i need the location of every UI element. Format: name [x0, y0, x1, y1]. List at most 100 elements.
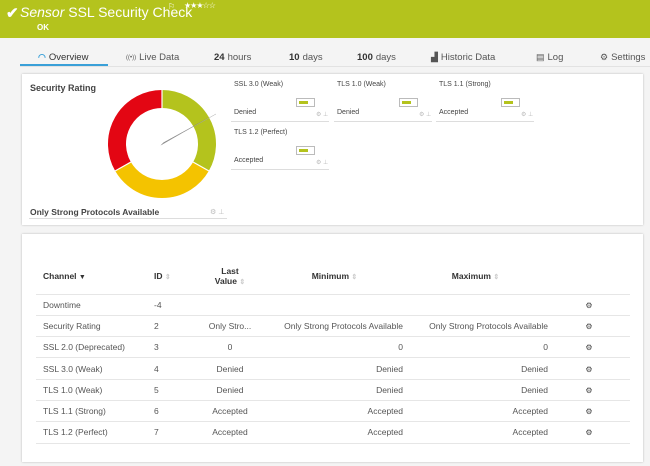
column-header-last-value[interactable]: Last Value ⇕ — [194, 258, 266, 295]
channel-settings-icon[interactable]: ⚙ — [585, 300, 593, 310]
gear-icon: ⚙ — [600, 52, 609, 62]
cell-minimum: Accepted — [266, 400, 403, 423]
tab-24-hours[interactable]: 24 hours — [214, 52, 251, 63]
tab-bar: ◠ Overview ((•)) Live Data 24 hours 10 d… — [0, 48, 650, 68]
channel-settings-icon[interactable]: ⚙ — [585, 407, 593, 417]
toggle-indicator — [399, 98, 418, 107]
card-settings-icons[interactable]: ⚙ ⊥ — [210, 209, 225, 216]
table-row[interactable]: Downtime -4 ⚙ — [36, 294, 630, 316]
channel-card-ssl30[interactable]: SSL 3.0 (Weak) Denied ⚙ ⊥ — [231, 81, 329, 123]
tab-number: 100 — [357, 52, 373, 63]
check-icon: ✔ — [6, 5, 19, 22]
cell-id: 7 — [154, 421, 194, 444]
cell-channel[interactable]: SSL 2.0 (Deprecated) — [36, 336, 154, 359]
tabs-divider — [20, 66, 650, 67]
tab-label: Historic Data — [440, 52, 496, 63]
channel-card-tls11[interactable]: TLS 1.1 (Strong) Accepted ⚙ ⊥ — [436, 81, 534, 123]
channel-card-tls10[interactable]: TLS 1.0 (Weak) Denied ⚙ ⊥ — [334, 81, 432, 123]
card-settings-icons[interactable]: ⚙ ⊥ — [316, 160, 329, 166]
cell-minimum: 0 — [266, 336, 403, 359]
cell-minimum — [266, 294, 403, 316]
sort-icon: ⇕ — [164, 273, 171, 281]
tab-100-days[interactable]: 100 days — [357, 52, 396, 63]
sensor-header: ✔ Sensor SSL Security Check ⚐ ★★★☆☆ OK — [0, 0, 650, 38]
tab-label: Live Data — [139, 52, 180, 63]
priority-stars[interactable]: ★★★☆☆ — [184, 1, 216, 10]
chart-icon: ▟ — [431, 52, 438, 62]
channel-label: TLS 1.1 (Strong) — [439, 81, 491, 88]
card-settings-icons[interactable]: ⚙ ⊥ — [316, 112, 329, 118]
cell-last-value — [194, 294, 266, 316]
channel-label: SSL 3.0 (Weak) — [234, 81, 284, 88]
cell-channel[interactable]: SSL 3.0 (Weak) — [36, 357, 154, 380]
column-header-maximum[interactable]: Maximum ⇕ — [403, 258, 548, 295]
cell-maximum: Denied — [403, 379, 548, 401]
cell-last-value: 0 — [194, 336, 266, 359]
channel-settings-icon[interactable]: ⚙ — [585, 385, 593, 395]
log-icon: ▤ — [536, 52, 545, 62]
channel-card-tls12[interactable]: TLS 1.2 (Perfect) Accepted ⚙ ⊥ — [231, 129, 329, 171]
table-row[interactable]: SSL 2.0 (Deprecated) 3 0 0 0 ⚙ — [36, 336, 630, 359]
channel-label: TLS 1.0 (Weak) — [337, 81, 386, 88]
column-header-channel[interactable]: Channel ▼ — [36, 258, 154, 295]
channel-value: Accepted — [439, 109, 469, 116]
table-row[interactable]: TLS 1.0 (Weak) 5 Denied Denied Denied ⚙ — [36, 379, 630, 401]
column-header-id[interactable]: ID ⇕ — [154, 258, 194, 295]
tab-label: Log — [547, 52, 564, 63]
toggle-indicator — [296, 146, 315, 155]
cell-maximum — [403, 294, 548, 316]
cell-channel[interactable]: TLS 1.1 (Strong) — [36, 400, 154, 423]
tab-live-data[interactable]: ((•)) Live Data — [126, 52, 179, 63]
tab-settings[interactable]: ⚙ Settings — [600, 52, 645, 63]
tab-label: hours — [227, 52, 252, 63]
divider — [231, 121, 329, 122]
cell-last-value: Only Stro... — [194, 315, 266, 338]
flag-icon[interactable]: ⚐ — [168, 2, 176, 11]
divider — [231, 169, 329, 170]
table-row[interactable]: TLS 1.1 (Strong) 6 Accepted Accepted Acc… — [36, 400, 630, 423]
channel-settings-icon[interactable]: ⚙ — [585, 364, 593, 374]
cell-minimum: Only Strong Protocols Available — [266, 315, 403, 338]
cell-maximum: Accepted — [403, 400, 548, 423]
channels-table: Channel ▼ ID ⇕ Last Value ⇕ Minimum ⇕ Max… — [36, 258, 630, 444]
toggle-indicator — [501, 98, 520, 107]
divider — [436, 121, 534, 122]
table-header-row: Channel ▼ ID ⇕ Last Value ⇕ Minimum ⇕ Max… — [36, 258, 630, 295]
cell-minimum: Accepted — [266, 421, 403, 444]
cell-last-value: Denied — [194, 379, 266, 401]
column-header-minimum[interactable]: Minimum ⇕ — [266, 258, 403, 295]
tab-10-days[interactable]: 10 days — [289, 52, 323, 63]
cell-channel[interactable]: TLS 1.0 (Weak) — [36, 379, 154, 401]
cell-last-value: Denied — [194, 357, 266, 380]
channel-settings-icon[interactable]: ⚙ — [585, 321, 593, 331]
table-row[interactable]: TLS 1.2 (Perfect) 7 Accepted Accepted Ac… — [36, 421, 630, 444]
table-row[interactable]: Security Rating 2 Only Stro... Only Stro… — [36, 315, 630, 338]
cell-channel[interactable]: Downtime — [36, 294, 154, 316]
tab-label: days — [375, 52, 396, 63]
channel-value: Denied — [234, 109, 257, 116]
cell-maximum: 0 — [403, 336, 548, 359]
sort-icon: ⇕ — [239, 278, 246, 286]
cell-channel[interactable]: TLS 1.2 (Perfect) — [36, 421, 154, 444]
tab-label: days — [302, 52, 323, 63]
channel-settings-icon[interactable]: ⚙ — [585, 343, 593, 353]
channel-settings-icon[interactable]: ⚙ — [585, 428, 593, 438]
overview-panel: Security Rating Only Strong Protocols Av… — [22, 74, 643, 225]
cell-channel[interactable]: Security Rating — [36, 315, 154, 338]
cell-id: 3 — [154, 336, 194, 359]
tab-label: Overview — [48, 52, 89, 63]
table-row[interactable]: SSL 3.0 (Weak) 4 Denied Denied Denied ⚙ — [36, 357, 630, 380]
tab-overview[interactable]: ◠ Overview — [38, 52, 88, 63]
divider — [334, 121, 432, 122]
cell-minimum: Denied — [266, 379, 403, 401]
card-settings-icons[interactable]: ⚙ ⊥ — [521, 112, 534, 118]
divider — [29, 218, 227, 219]
column-header-actions — [548, 258, 630, 295]
cell-id: 5 — [154, 379, 194, 401]
cell-id: 2 — [154, 315, 194, 338]
card-settings-icons[interactable]: ⚙ ⊥ — [419, 112, 432, 118]
security-rating-gauge[interactable] — [106, 88, 218, 200]
tab-log[interactable]: ▤ Log — [536, 52, 563, 63]
status-badge: OK — [37, 23, 49, 32]
tab-historic-data[interactable]: ▟ Historic Data — [431, 52, 495, 63]
